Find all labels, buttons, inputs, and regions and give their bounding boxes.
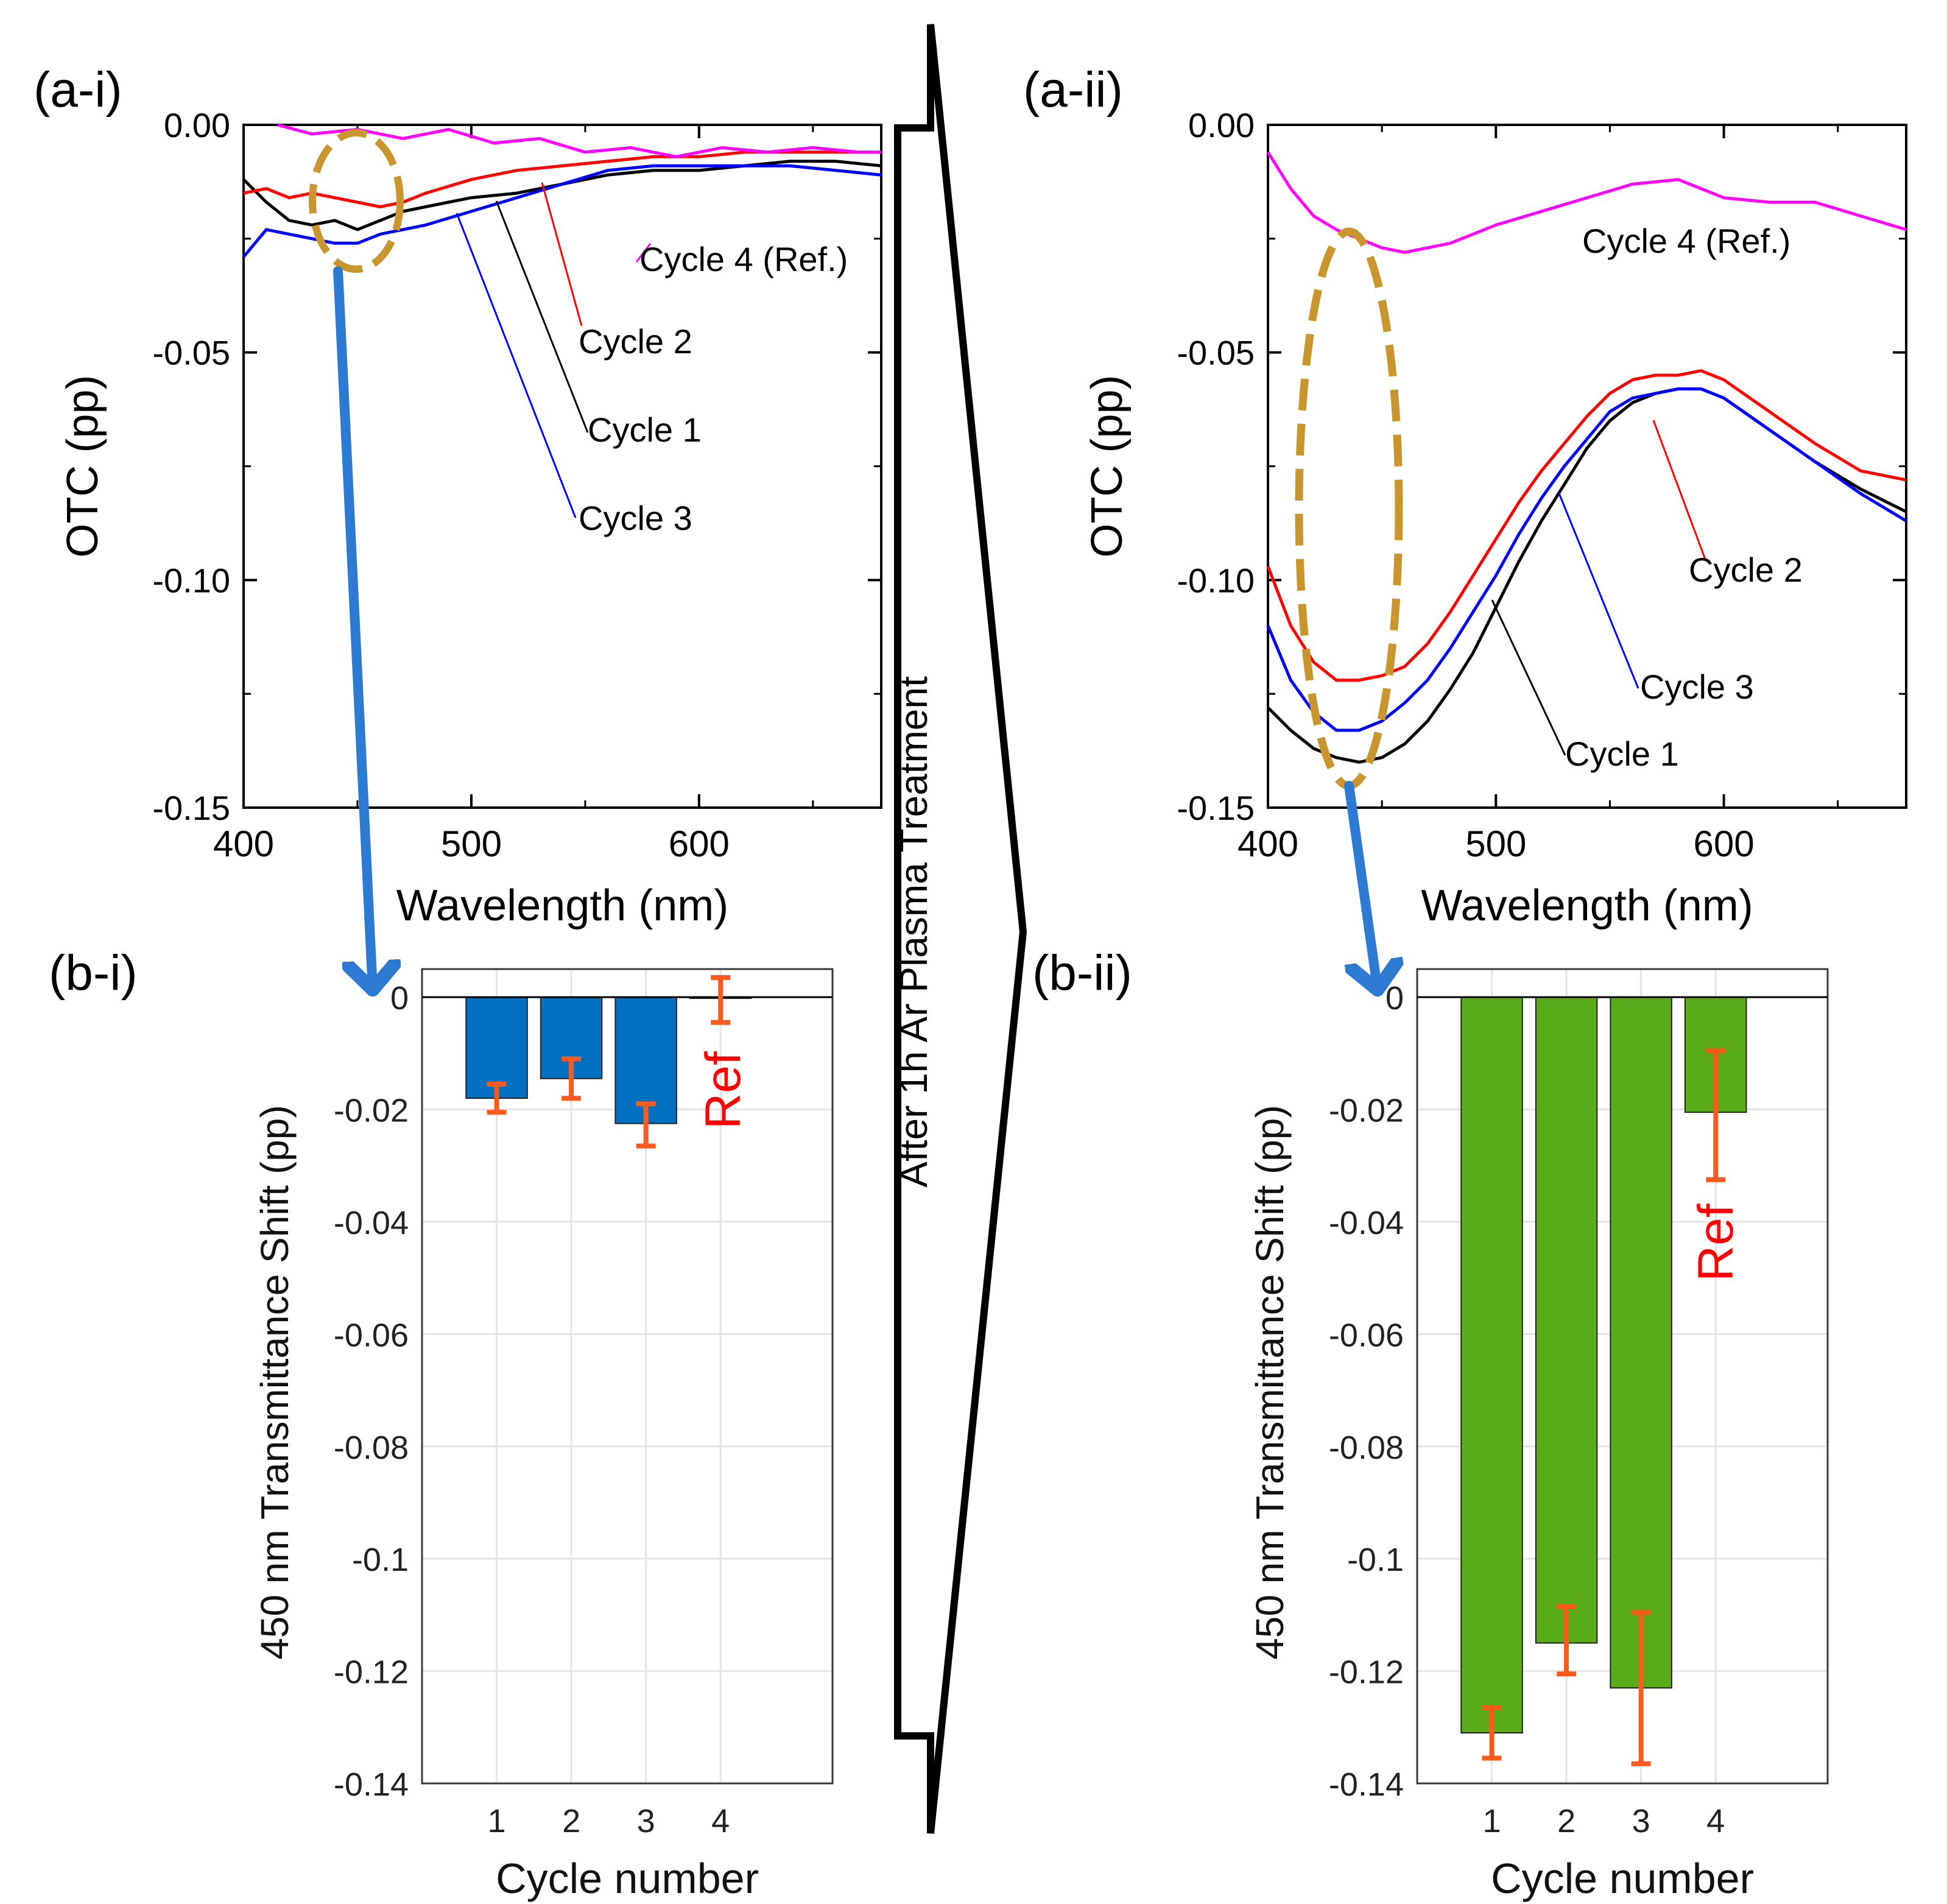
y-tick-label: 0.00 (164, 106, 230, 144)
y-tick-label: 0 (1385, 980, 1404, 1017)
x-tick-label: 2 (562, 1803, 580, 1839)
plot-frame (1416, 968, 1829, 1785)
plot-frame (421, 968, 834, 1785)
panel-label-a-ii: (a-ii) (1023, 62, 1123, 118)
y-tick-label: -0.02 (334, 1093, 409, 1129)
series-callout-line (1558, 493, 1639, 689)
series-callout-line (541, 182, 583, 326)
x-tick-label: 600 (1694, 823, 1755, 864)
y-tick-label: -0.12 (334, 1654, 409, 1691)
series-callout-line (1491, 599, 1566, 756)
y-tick-label: -0.06 (1329, 1317, 1404, 1353)
treatment-arrow-shape (894, 24, 1027, 1834)
y-tick-label: -0.08 (1329, 1430, 1404, 1466)
series-label: Cycle 4 (Ref.) (1582, 222, 1790, 260)
y-tick-label: -0.1 (1347, 1542, 1404, 1578)
panel-label-b-ii: (b-ii) (1032, 945, 1132, 1001)
y-axis-label: 450 nm Transmittance Shift (pp) (253, 1105, 297, 1660)
chart-otc-before: 400 500 600 0.00 -0.05 -0.10 -0.15 Wavelength (… (58, 106, 882, 930)
x-tick-label: 500 (441, 823, 502, 864)
y-tick-label: -0.04 (1329, 1205, 1404, 1241)
y-axis-label: 450 nm Transmittance Shift (pp) (1248, 1105, 1292, 1660)
x-tick-label: 3 (1632, 1803, 1650, 1839)
series-line-cycle-1 (1267, 387, 1907, 764)
x-tick-label: 2 (1557, 1803, 1576, 1839)
highlight-ellipse-a-ii (1295, 227, 1403, 790)
ref-annotation: Ref (1688, 1204, 1744, 1282)
series-line-cycle-4-ref (277, 123, 881, 158)
y-tick-label: -0.1 (352, 1542, 409, 1578)
x-axis-label: Wavelength (nm) (396, 881, 729, 930)
x-axis-label: Wavelength (nm) (1421, 881, 1753, 930)
x-axis-label: Cycle number (496, 1855, 759, 1902)
chart-otc-after: 400 500 600 0.00 -0.05 -0.10 -0.15 Wavelength (… (1083, 106, 1907, 930)
series-line-cycle-2 (1266, 369, 1907, 682)
y-tick-label: -0.02 (1329, 1093, 1404, 1129)
x-tick-label: 400 (213, 823, 274, 864)
y-tick-label: -0.14 (334, 1766, 409, 1803)
y-tick-label: -0.05 (1177, 334, 1255, 372)
series-label: Cycle 2 (579, 322, 692, 361)
bar-cycle-2 (1535, 996, 1598, 1644)
series-label: Cycle 1 (1565, 735, 1679, 773)
x-tick-label: 1 (1483, 1803, 1501, 1839)
series-line-cycle-4-ref (1266, 151, 1907, 254)
ref-annotation: Ref (695, 1051, 751, 1129)
y-tick-label: 0.00 (1188, 106, 1255, 144)
series-label: Cycle 3 (1640, 668, 1754, 706)
chart-shift-after: 0 -0.02 -0.04 -0.06 -0.08 -0.1 -0.12 -0.14 1 2 3 4 C… (1248, 968, 1829, 1902)
y-tick-label: -0.05 (152, 334, 230, 372)
x-tick-label: 600 (669, 823, 730, 864)
highlight-ellipse-a-i (309, 129, 404, 273)
x-tick-label: 500 (1465, 823, 1526, 864)
y-tick-label: 0 (390, 980, 409, 1017)
series-line-cycle-3 (242, 164, 882, 258)
callout-arrow-a-i (333, 266, 373, 990)
y-axis-label: OTC (pp) (1083, 375, 1132, 557)
y-tick-label: -0.10 (1177, 561, 1255, 599)
y-axis-label: OTC (pp) (58, 375, 107, 557)
x-tick-label: 3 (637, 1803, 655, 1839)
x-tick-label: 4 (1706, 1803, 1725, 1839)
series-label: Cycle 1 (588, 411, 702, 449)
series-callout-line (456, 213, 577, 518)
chart-shift-before: 0 -0.02 -0.04 -0.06 -0.08 -0.1 -0.12 -0.14 1 2 3 4 C… (253, 968, 834, 1902)
series-line-cycle-3 (1266, 387, 1907, 732)
panel-label-b-i: (b-i) (49, 945, 138, 1001)
treatment-arrow: After 1h Ar Plasma Treatment (892, 24, 1027, 1834)
y-tick-label: -0.08 (334, 1430, 409, 1466)
series-callout-line (635, 243, 652, 263)
bar-cycle-1 (1460, 996, 1523, 1734)
x-tick-label: 400 (1238, 823, 1298, 864)
plot-frame (242, 124, 882, 809)
x-axis-label: Cycle number (1491, 1855, 1754, 1902)
series-label: Cycle 3 (579, 499, 692, 537)
series-callout-line (495, 200, 589, 433)
y-tick-label: -0.15 (152, 789, 230, 827)
y-tick-label: -0.14 (1329, 1766, 1404, 1803)
y-tick-label: -0.15 (1177, 789, 1255, 827)
bar-cycle-3 (1610, 996, 1672, 1689)
x-tick-label: 4 (711, 1803, 730, 1839)
treatment-label: After 1h Ar Plasma Treatment (892, 676, 935, 1188)
x-tick-label: 1 (488, 1803, 506, 1839)
series-line-cycle-1 (242, 160, 882, 231)
y-tick-label: -0.12 (1329, 1654, 1404, 1691)
series-callout-line (1652, 420, 1706, 560)
y-tick-label: -0.06 (334, 1317, 409, 1353)
panel-label-a-i: (a-i) (33, 62, 122, 118)
y-tick-label: -0.10 (152, 561, 230, 599)
y-tick-label: -0.04 (334, 1205, 409, 1241)
callout-arrow-a-ii (1344, 781, 1378, 990)
series-label: Cycle 4 (Ref.) (639, 240, 848, 278)
series-label: Cycle 2 (1689, 551, 1803, 589)
